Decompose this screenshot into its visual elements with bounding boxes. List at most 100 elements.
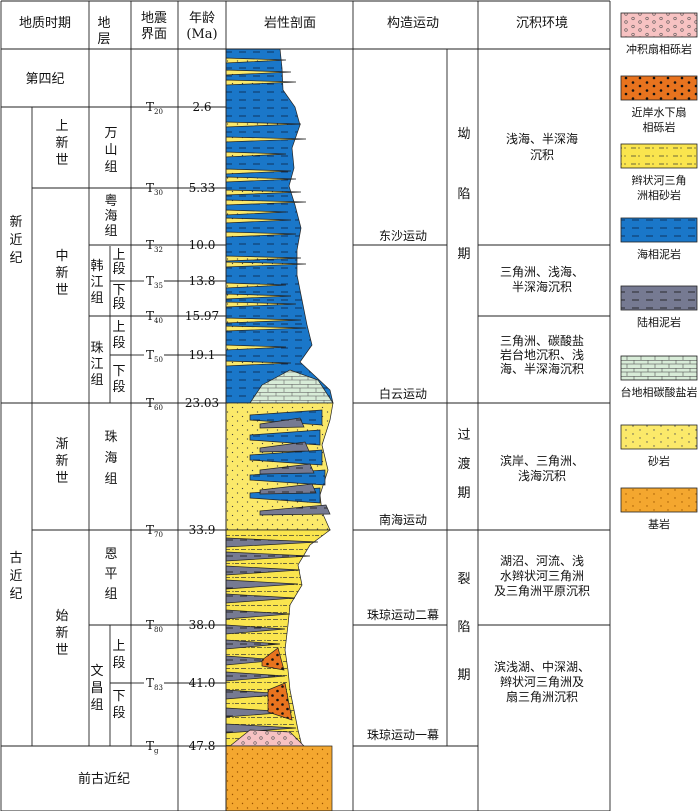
age-label: 19.1 <box>189 348 216 362</box>
formation-enping: 平 <box>104 567 117 582</box>
tectonic-events: 东沙运动 白云运动 南海运动 珠琼运动二幕 珠琼运动一幕 <box>367 229 439 742</box>
period-neogene: 纪 <box>9 251 22 266</box>
formation-yuehai: 组 <box>104 224 117 239</box>
header-period: 地质时期 <box>19 16 71 31</box>
tectonic-event-zhuqiong-1: 珠琼运动一幕 <box>367 727 439 742</box>
epoch-eocene: 新 <box>55 625 68 641</box>
member-upper: 段 <box>112 262 125 277</box>
member-labels: 上 段 下 段 上 段 下 段 上 段 下 段 <box>112 248 125 721</box>
tectonic-phases: 坳 陷 期 过 渡 期 裂 陷 期 <box>457 127 470 683</box>
phase-rift: 陷 <box>457 620 470 635</box>
formation-zhuhai: 海 <box>104 451 117 466</box>
seismic-interface-label: T30 <box>146 181 163 197</box>
legend-label: 砂岩 <box>648 454 670 468</box>
member-upper: 段 <box>112 336 125 351</box>
phase-rift: 期 <box>457 668 470 683</box>
header-age: (Ma) <box>186 27 217 42</box>
phase-depression: 陷 <box>457 187 470 202</box>
environment-text: 及三角洲平原沉积 <box>494 584 590 598</box>
continental-mudstone-wedge <box>259 417 305 429</box>
formation-zhujiang: 组 <box>90 373 103 388</box>
tectonic-event-dongsha: 东沙运动 <box>379 229 427 243</box>
formation-wenchang: 昌 <box>90 681 103 696</box>
seismic-interface-label: T32 <box>146 238 163 254</box>
period-paleogene: 古 <box>9 551 22 566</box>
age-label: 23.03 <box>185 396 219 410</box>
legend-label: 海相泥岩 <box>637 247 681 261</box>
period-pre-paleogene: 前古近纪 <box>78 771 130 787</box>
environment-text: 岩台地沉积、浅 <box>500 347 584 362</box>
environment-text: 浅海沉积 <box>518 468 566 483</box>
member-upper: 上 <box>112 320 125 335</box>
epoch-oligocene: 新 <box>55 453 68 469</box>
marine-mudstone <box>225 48 334 404</box>
epoch-oligocene: 世 <box>55 471 68 486</box>
epoch-pliocene: 新 <box>55 135 68 151</box>
environment-text: 海、半深海沉积 <box>500 361 584 376</box>
legend-label: 冲积扇相砾岩 <box>626 42 692 56</box>
epoch-miocene: 新 <box>55 265 68 281</box>
epoch-miocene: 世 <box>55 283 68 298</box>
lithology-column <box>225 48 334 811</box>
environment-text: 浅海、半深海 <box>506 131 578 146</box>
header-row: 地质时期 地 层 地震 界面 年龄 (Ma) 岩性剖面 构造运动 沉积环境 <box>19 11 568 47</box>
header-seismic: 界面 <box>141 27 167 42</box>
tectonic-event-baiyun: 白云运动 <box>379 386 427 401</box>
bedrock <box>225 745 333 811</box>
legend-swatch <box>620 424 698 450</box>
epoch-pliocene: 世 <box>55 153 68 168</box>
legend-label: 近岸水下扇 <box>632 105 687 119</box>
member-lower: 段 <box>112 297 125 312</box>
continental-mudstone-wedge <box>259 504 331 516</box>
period-labels: 第四纪 新 近 纪 古 近 纪 前古近纪 <box>9 72 130 787</box>
period-neogene: 近 <box>9 233 22 248</box>
seismic-interface-label: T40 <box>146 309 163 325</box>
header-environment: 沉积环境 <box>516 16 568 31</box>
age-label: 41.0 <box>189 676 216 690</box>
header-stratum: 地 <box>97 16 110 31</box>
legend-label: 台地相碳酸盐岩 <box>621 385 698 399</box>
period-paleogene: 近 <box>9 569 22 584</box>
age-label: 15.97 <box>185 309 219 323</box>
age-label: 33.9 <box>189 523 216 537</box>
formation-yuehai: 海 <box>104 209 117 224</box>
environment-text: 滨浅湖、中深湖、 <box>494 659 590 674</box>
epoch-oligocene: 渐 <box>55 437 68 452</box>
environment-text: 滨岸、三角洲、 <box>500 453 584 468</box>
nearshore-conglomerate <box>267 682 293 721</box>
continental-mudstone-wedge <box>259 463 315 475</box>
seismic-interface-label: T83 <box>146 676 163 692</box>
legend-label: 洲相砂岩 <box>637 188 681 202</box>
environment-text: 沉积 <box>530 148 554 162</box>
legend-swatch <box>620 217 698 243</box>
phase-transition: 过 <box>457 428 470 443</box>
environment-text: 半深海沉积 <box>512 279 572 294</box>
seismic-interface-label: T35 <box>146 274 163 290</box>
legend-label: 陆相泥岩 <box>637 315 681 329</box>
formation-wanshan: 组 <box>104 160 117 175</box>
formation-yuehai: 粤 <box>104 193 117 209</box>
formation-wenchang: 文 <box>90 664 103 679</box>
formation-wanshan: 山 <box>104 143 117 158</box>
member-lower: 段 <box>112 706 125 721</box>
seismic-interface-label: T50 <box>146 348 163 364</box>
phase-transition: 期 <box>457 486 470 501</box>
period-quaternary: 第四纪 <box>25 72 64 87</box>
period-neogene: 新 <box>9 214 22 230</box>
sedimentary-environments: 浅海、半深海 沉积 三角洲、浅海、 半深海沉积 三角洲、碳酸盐 岩台地沉积、浅 … <box>494 131 590 704</box>
continental-mudstone-wedge <box>259 483 317 495</box>
formation-zhujiang: 珠 <box>90 341 103 356</box>
tectonic-event-nanhai: 南海运动 <box>379 512 427 527</box>
formation-labels: 万 山 组 粤 海 组 韩 江 组 珠 江 组 珠 海 组 恩 平 组 文 昌 … <box>90 126 117 713</box>
member-upper: 段 <box>112 656 125 671</box>
seismic-interface-label: T80 <box>146 618 163 634</box>
header-tectonic: 构造运动 <box>387 16 439 31</box>
age-label: 13.8 <box>189 274 216 288</box>
legend-swatch <box>620 143 698 169</box>
epoch-miocene: 中 <box>55 249 68 264</box>
tectonic-event-zhuqiong-2: 珠琼运动二幕 <box>367 607 439 622</box>
legend-swatch <box>620 12 698 38</box>
phase-transition: 渡 <box>457 456 470 472</box>
age-label: 10.0 <box>189 238 216 252</box>
nearshore-conglomerate <box>261 647 285 671</box>
